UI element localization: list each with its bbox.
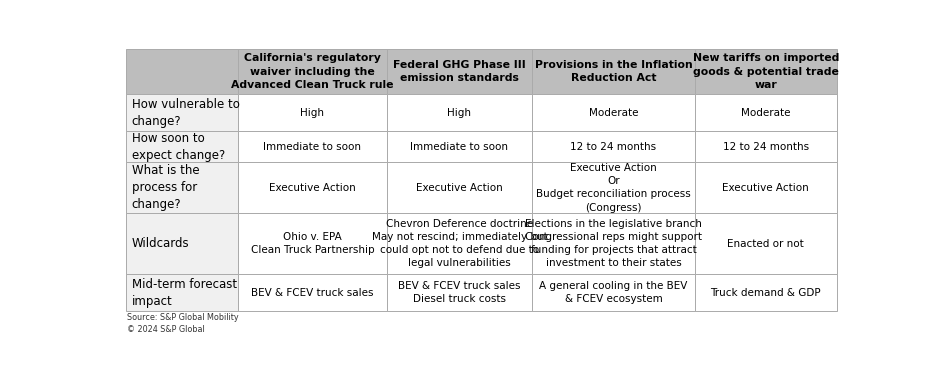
Bar	[532, 162, 695, 213]
Text: Moderate: Moderate	[741, 108, 791, 118]
Text: Executive Action
Or
Budget reconciliation process
(Congress): Executive Action Or Budget reconciliatio…	[536, 163, 691, 213]
Text: 12 to 24 months: 12 to 24 months	[723, 142, 809, 152]
Text: Truck demand & GDP: Truck demand & GDP	[710, 288, 821, 298]
Bar	[125, 274, 238, 311]
Bar	[238, 274, 387, 311]
Text: Moderate: Moderate	[589, 108, 638, 118]
Text: Executive Action: Executive Action	[723, 183, 810, 193]
Bar	[695, 94, 837, 131]
Text: New tariffs on imported
goods & potential trade
war: New tariffs on imported goods & potentia…	[693, 53, 839, 90]
Bar	[387, 213, 532, 274]
Text: 12 to 24 months: 12 to 24 months	[570, 142, 656, 152]
Text: How soon to
expect change?: How soon to expect change?	[131, 132, 225, 162]
Text: BEV & FCEV truck sales: BEV & FCEV truck sales	[251, 288, 373, 298]
Text: California's regulatory
waiver including the
Advanced Clean Truck rule: California's regulatory waiver including…	[231, 53, 394, 90]
Bar	[387, 162, 532, 213]
Bar	[532, 213, 695, 274]
Text: Mid-term forecast
impact: Mid-term forecast impact	[131, 277, 237, 308]
Text: Immediate to soon: Immediate to soon	[410, 142, 508, 152]
Bar	[387, 94, 532, 131]
Text: How vulnerable to
change?: How vulnerable to change?	[131, 97, 240, 127]
Bar	[532, 94, 695, 131]
Bar	[238, 162, 387, 213]
Text: BEV & FCEV truck sales
Diesel truck costs: BEV & FCEV truck sales Diesel truck cost…	[398, 281, 520, 304]
Bar	[532, 131, 695, 162]
Text: Immediate to soon: Immediate to soon	[264, 142, 361, 152]
Bar	[125, 131, 238, 162]
Bar	[125, 94, 238, 131]
Text: Chevron Deference doctrine
May not rescind; immediately but
could opt not to def: Chevron Deference doctrine May not resci…	[372, 219, 548, 268]
Bar	[387, 50, 532, 94]
Bar	[532, 50, 695, 94]
Text: Provisions in the Inflation
Reduction Act: Provisions in the Inflation Reduction Ac…	[534, 60, 693, 83]
Text: Ohio v. EPA
Clean Truck Partnership: Ohio v. EPA Clean Truck Partnership	[251, 232, 374, 255]
Bar	[532, 274, 695, 311]
Bar	[387, 274, 532, 311]
Text: A general cooling in the BEV
& FCEV ecosystem: A general cooling in the BEV & FCEV ecos…	[539, 281, 688, 304]
Text: Source: S&P Global Mobility
© 2024 S&P Global: Source: S&P Global Mobility © 2024 S&P G…	[127, 313, 239, 334]
Text: High: High	[300, 108, 325, 118]
Bar	[695, 213, 837, 274]
Text: Executive Action: Executive Action	[270, 183, 356, 193]
Text: Wildcards: Wildcards	[131, 237, 189, 250]
Text: Enacted or not: Enacted or not	[727, 238, 804, 249]
Bar	[238, 213, 387, 274]
Bar	[695, 50, 837, 94]
Bar	[695, 274, 837, 311]
Text: Elections in the legislative branch
Congressional reps might support
funding for: Elections in the legislative branch Cong…	[525, 219, 702, 268]
Bar	[695, 162, 837, 213]
Bar	[125, 213, 238, 274]
Bar	[238, 50, 387, 94]
Text: Federal GHG Phase III
emission standards: Federal GHG Phase III emission standards	[393, 60, 526, 83]
Bar	[125, 50, 238, 94]
Bar	[238, 131, 387, 162]
Bar	[695, 131, 837, 162]
Bar	[387, 131, 532, 162]
Text: What is the
process for
change?: What is the process for change?	[131, 164, 199, 211]
Text: High: High	[447, 108, 472, 118]
Bar	[125, 162, 238, 213]
Bar	[238, 94, 387, 131]
Text: Executive Action: Executive Action	[416, 183, 503, 193]
